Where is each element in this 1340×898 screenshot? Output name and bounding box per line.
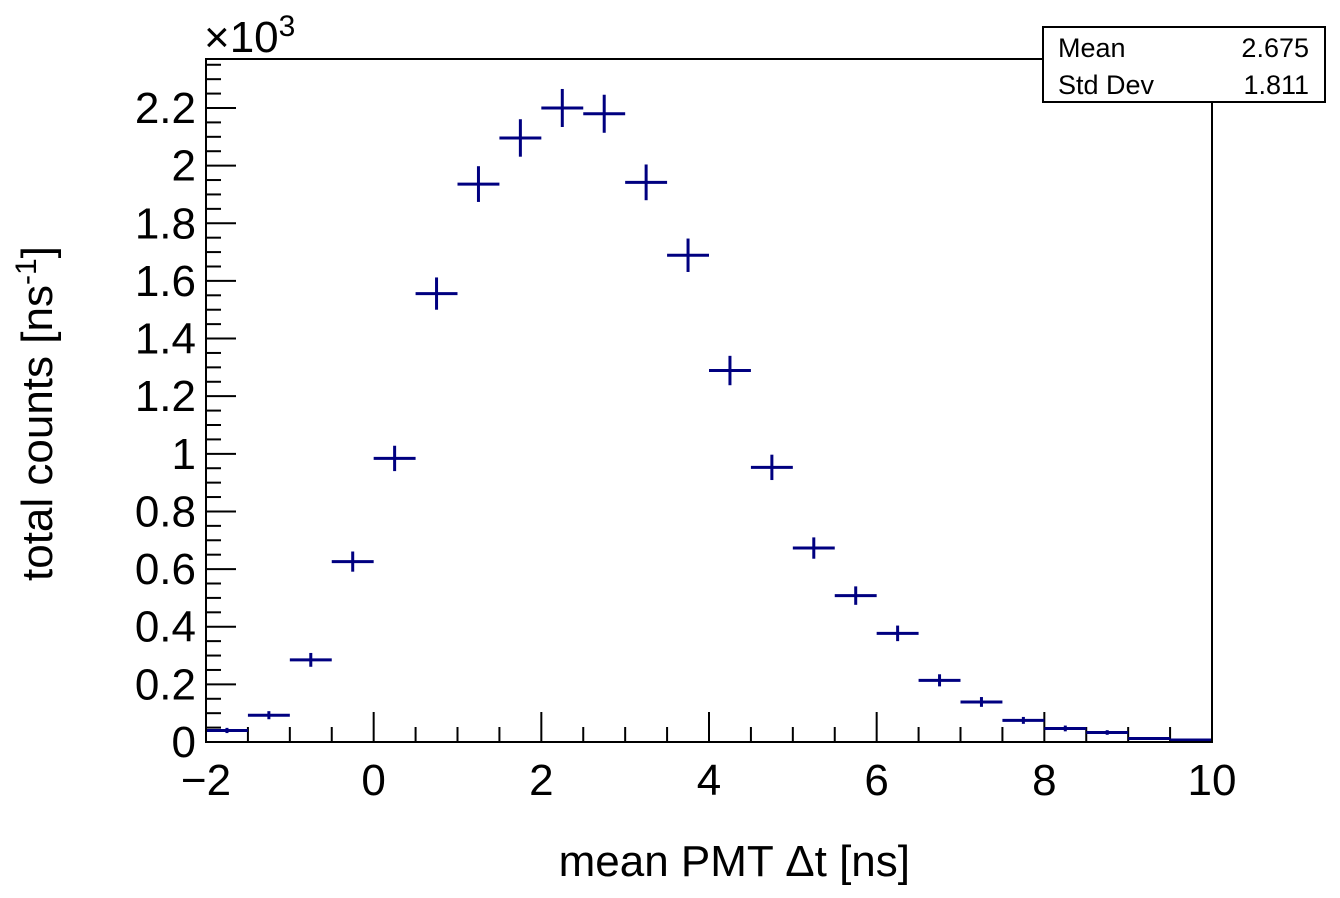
stats-mean-label: Mean <box>1058 33 1126 63</box>
data-point <box>792 537 835 559</box>
data-point <box>750 454 793 481</box>
y-tick-label: 0 <box>172 718 196 767</box>
data-point <box>1044 725 1087 732</box>
y-tick-label: 1.2 <box>135 372 196 421</box>
y-tick-label: 1.6 <box>135 257 196 306</box>
x-tick-label: 0 <box>361 756 385 805</box>
data-point <box>667 238 709 272</box>
data-point <box>499 119 542 157</box>
x-axis-ticks: −2 0 2 4 6 8 10 <box>181 712 1237 805</box>
data-point <box>709 355 751 386</box>
data-point <box>247 711 290 720</box>
stats-std-label: Std Dev <box>1058 70 1155 100</box>
y-axis-title-main: total counts [ns <box>13 285 62 581</box>
data-point <box>960 697 1003 707</box>
y-multiplier-exponent: 3 <box>279 10 296 43</box>
y-tick-label: 1 <box>172 430 196 479</box>
y-tick-label: 1.8 <box>135 199 196 248</box>
data-point <box>1002 716 1045 724</box>
data-point <box>206 727 248 734</box>
y-axis-title-end: ] <box>13 246 62 258</box>
stats-mean-value: 2.675 <box>1241 33 1309 63</box>
data-point <box>1086 730 1129 735</box>
data-point <box>541 88 584 128</box>
y-tick-label: 2 <box>172 142 196 191</box>
x-tick-label: −2 <box>181 756 231 805</box>
y-tick-label: 0.4 <box>135 603 196 652</box>
data-point <box>876 625 919 642</box>
x-tick-label: 8 <box>1032 756 1056 805</box>
data-point <box>625 164 668 201</box>
plot-frame <box>205 58 1213 743</box>
y-axis-title-superscript: -1 <box>10 258 43 285</box>
y-tick-label: 1.4 <box>135 315 196 364</box>
x-tick-label: 10 <box>1188 756 1237 805</box>
x-tick-label: 2 <box>529 756 553 805</box>
data-point <box>415 277 458 310</box>
x-axis-title: mean PMT Δt [ns] <box>559 837 910 886</box>
y-axis-ticks: 0 0.2 0.4 0.6 0.8 1 1.2 1.4 1.6 1.8 2 2.2 <box>135 63 236 767</box>
y-tick-label: 0.6 <box>135 545 196 594</box>
data-point <box>583 94 626 133</box>
data-point <box>834 586 877 605</box>
x-tick-label: 4 <box>697 756 721 805</box>
stats-std-value: 1.811 <box>1243 70 1309 100</box>
data-point <box>1170 738 1212 742</box>
stats-box: Mean 2.675 Std Dev 1.811 <box>1042 26 1326 103</box>
data-point <box>1128 737 1171 741</box>
y-tick-label: 0.8 <box>135 487 196 536</box>
data-point <box>457 166 500 202</box>
y-axis-title: total counts [ns-1] <box>10 246 62 581</box>
stats-box-frame <box>1042 26 1326 103</box>
data-point <box>331 551 374 572</box>
y-tick-label: 2.2 <box>135 84 196 133</box>
data-point <box>918 674 961 687</box>
x-tick-label: 6 <box>864 756 888 805</box>
data-markers <box>206 88 1212 742</box>
y-tick-label: 0.2 <box>135 660 196 709</box>
y-multiplier: ×103 <box>204 10 295 62</box>
data-point <box>289 652 332 667</box>
data-point <box>373 445 416 472</box>
